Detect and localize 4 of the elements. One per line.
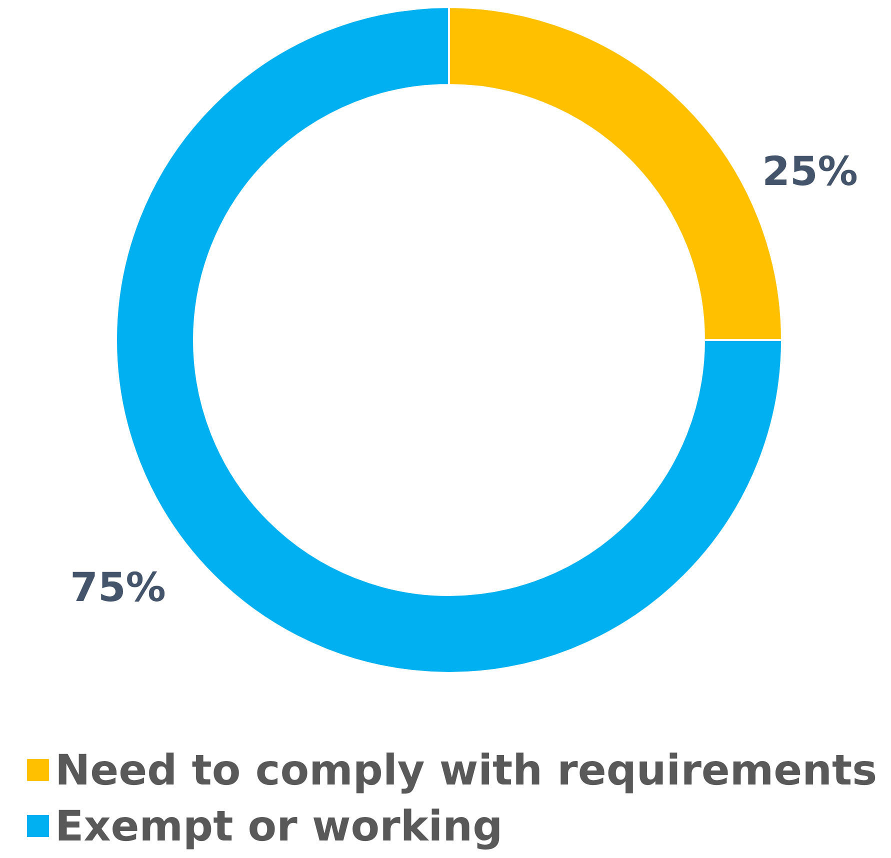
legend-label: Need to comply with requirements [55, 746, 878, 794]
legend-label: Exempt or working [55, 802, 503, 850]
data-label: 75% [70, 565, 166, 611]
data-label: 25% [762, 149, 858, 195]
